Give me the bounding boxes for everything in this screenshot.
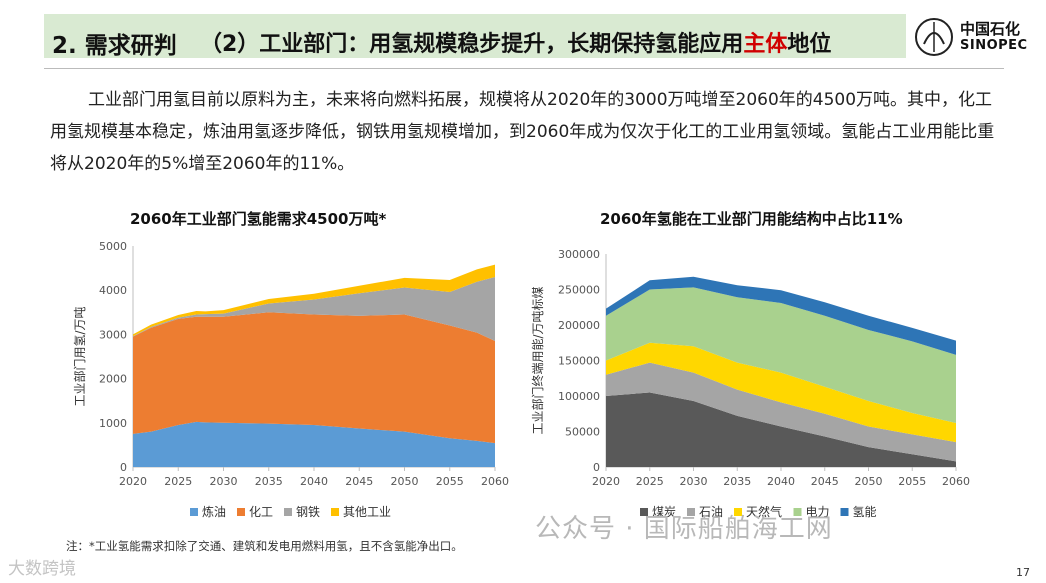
y-tick-label: 5000 — [99, 240, 127, 253]
legend-label-2: 天然气 — [746, 504, 782, 519]
y-tick-label: 50000 — [565, 426, 600, 439]
area-series-1 — [133, 312, 495, 444]
legend-swatch-0 — [640, 508, 648, 516]
area-series-2 — [606, 342, 956, 443]
area-series-1 — [606, 362, 956, 462]
legend-label-3: 电力 — [806, 505, 830, 519]
y-tick-label: 150000 — [558, 355, 600, 368]
y-axis-label: 工业部门用氢/万吨 — [72, 306, 87, 406]
title-prefix: （2）工业部门：用氢规模稳步提升，长期保持氢能应用 — [200, 32, 744, 57]
header-divider — [44, 68, 1004, 69]
page-number: 17 — [1016, 566, 1030, 579]
legend-label-4: 氢能 — [853, 504, 877, 519]
legend-swatch-3 — [793, 508, 802, 516]
x-tick-label: 2030 — [210, 475, 238, 488]
title-suffix: 地位 — [787, 32, 832, 57]
x-tick-label: 2040 — [300, 475, 328, 488]
x-tick-label: 2025 — [164, 475, 192, 488]
x-tick-label: 2060 — [481, 475, 509, 488]
x-tick-label: 2060 — [942, 475, 970, 488]
legend-label-2: 钢铁 — [296, 505, 320, 519]
legend-label-0: 煤炭 — [652, 505, 676, 519]
legend-swatch-2 — [284, 508, 292, 516]
legend-label-1: 石油 — [699, 505, 723, 519]
area-series-3 — [606, 287, 956, 423]
x-tick-label: 2050 — [391, 475, 419, 488]
y-tick-label: 2000 — [99, 373, 127, 386]
y-tick-label: 3000 — [99, 328, 127, 341]
y-tick-label: 250000 — [558, 284, 600, 297]
x-tick-label: 2020 — [119, 475, 147, 488]
legend-label-0: 炼油 — [202, 504, 226, 519]
x-tick-label: 2020 — [592, 475, 620, 488]
legend-label-3: 其他工业 — [343, 505, 391, 519]
legend-swatch-2 — [734, 508, 742, 516]
legend-label-1: 化工 — [249, 505, 273, 519]
x-tick-label: 2035 — [723, 475, 751, 488]
legend-swatch-4 — [840, 508, 849, 516]
area-series-0 — [606, 392, 956, 467]
x-tick-label: 2030 — [680, 475, 708, 488]
x-tick-label: 2055 — [436, 475, 464, 488]
logo-en: SINOPEC — [960, 38, 1028, 53]
chart2-energy-structure: 0 50000 100000 150000 200000 250000 300000 2020… — [530, 248, 970, 519]
x-tick-label: 2035 — [255, 475, 283, 488]
y-tick-label: 0 — [120, 461, 127, 474]
y-tick-label: 4000 — [99, 284, 127, 297]
x-tick-label: 2055 — [898, 475, 926, 488]
title-highlight: 主体 — [743, 32, 788, 57]
legend-swatch-1 — [237, 508, 245, 516]
chart2-title: 2060年氢能在工业部门用能结构中占比11% — [600, 210, 903, 228]
chart1-title: 2060年工业部门氢能需求4500万吨* — [130, 210, 387, 228]
chart1-hydrogen-demand: 0 1000 2000 3000 4000 5000 2020 2025 2030 2035 204… — [72, 240, 509, 519]
y-tick-label: 100000 — [558, 390, 600, 403]
footnote: 注：*工业氢能需求扣除了交通、建筑和发电用燃料用氢，且不含氢能净出口。 — [66, 539, 463, 553]
y-axis-label: 工业部门终端用能/万吨标煤 — [530, 286, 545, 434]
watermark: 公众号 · 国际船舶海工网 — [535, 514, 833, 544]
logo-cn: 中国石化 — [960, 20, 1021, 38]
x-tick-label: 2045 — [345, 475, 373, 488]
legend-swatch-1 — [687, 508, 695, 516]
area-series-3 — [133, 264, 495, 337]
x-tick-label: 2050 — [855, 475, 883, 488]
y-tick-label: 300000 — [558, 248, 600, 261]
title-band — [44, 14, 906, 58]
y-tick-label: 200000 — [558, 319, 600, 332]
intro-paragraph: 工业部门用氢目前以原料为主，未来将向燃料拓展，规模将从2020年的3000万吨增… — [50, 90, 995, 174]
page-title: （2）工业部门：用氢规模稳步提升，长期保持氢能应用主体地位 — [200, 26, 831, 58]
y-tick-label: 0 — [593, 461, 600, 474]
area-series-4 — [606, 276, 956, 355]
sinopec-logo-icon — [915, 18, 953, 56]
x-tick-label: 2025 — [636, 475, 664, 488]
area-series-2 — [133, 276, 495, 342]
x-tick-label: 2045 — [811, 475, 839, 488]
watermark-2: 大数跨境 — [8, 559, 76, 579]
section-title: 2. 需求研判 — [52, 33, 177, 59]
legend-swatch-0 — [190, 508, 198, 516]
area-series-0 — [133, 421, 495, 467]
legend-swatch-3 — [331, 508, 339, 516]
y-tick-label: 1000 — [99, 417, 127, 430]
x-tick-label: 2040 — [767, 475, 795, 488]
